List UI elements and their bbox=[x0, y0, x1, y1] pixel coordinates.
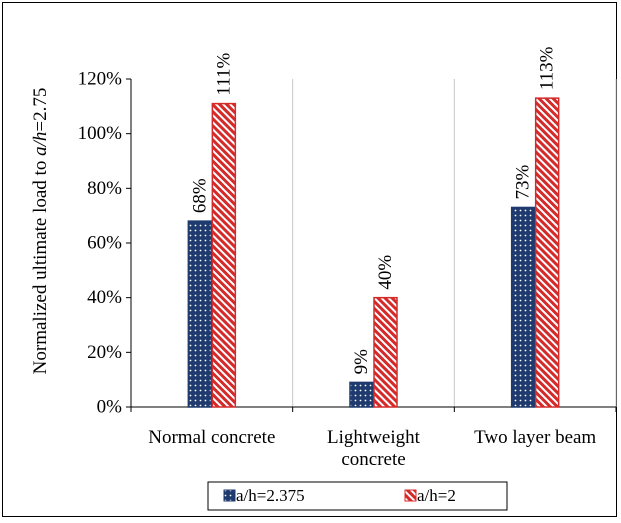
data-label: 9% bbox=[351, 349, 372, 375]
data-label: 40% bbox=[375, 255, 396, 290]
data-label: 68% bbox=[189, 178, 210, 213]
legend: a/h=2.375 a/h=2 bbox=[207, 481, 508, 511]
legend-label-series-1: a/h=2.375 bbox=[236, 486, 305, 505]
y-tick-label: 120% bbox=[78, 69, 123, 90]
y-tick-label: 40% bbox=[87, 287, 122, 308]
tick-labels: 0% 20% 40% 60% 80% 100% 120% Normal concrete Lig… bbox=[78, 69, 597, 471]
x-category-label: Lightweight concrete bbox=[327, 427, 421, 470]
bar-series-1 bbox=[510, 206, 536, 408]
bar-series-1 bbox=[187, 220, 213, 408]
y-tick-label: 0% bbox=[97, 397, 123, 418]
y-tick-label: 100% bbox=[78, 123, 123, 144]
y-tick-label: 60% bbox=[87, 233, 122, 254]
data-label: 113% bbox=[537, 46, 558, 90]
bar-series-2 bbox=[373, 296, 398, 408]
bars bbox=[187, 97, 560, 408]
legend-box bbox=[207, 481, 508, 511]
legend-swatch-series-2 bbox=[404, 489, 417, 502]
y-tick-label: 80% bbox=[87, 178, 122, 199]
y-axis-title: Normalized ultimate load to a/h=2.75 bbox=[30, 88, 51, 375]
bar-series-1 bbox=[349, 381, 374, 408]
x-category-label: Two layer beam bbox=[474, 427, 596, 448]
grid-lines bbox=[292, 79, 617, 407]
x-category-label: Normal concrete bbox=[148, 427, 275, 448]
y-tick-label: 20% bbox=[87, 342, 122, 363]
chart-frame: 68% 9% 73% 111% 40% 113% 0% 20% 40% 60% 80% 100% 12… bbox=[2, 2, 617, 517]
data-labels: 68% 9% 73% 111% 40% 113% bbox=[189, 46, 557, 374]
bar-series-2 bbox=[211, 102, 237, 408]
bar-chart: 68% 9% 73% 111% 40% 113% 0% 20% 40% 60% 80% 100% 12… bbox=[30, 46, 617, 511]
data-label: 111% bbox=[213, 53, 234, 96]
legend-swatch-series-1 bbox=[223, 489, 236, 502]
legend-label-series-2: a/h=2 bbox=[417, 486, 456, 505]
bar-series-2 bbox=[534, 97, 560, 408]
data-label: 73% bbox=[513, 164, 534, 199]
